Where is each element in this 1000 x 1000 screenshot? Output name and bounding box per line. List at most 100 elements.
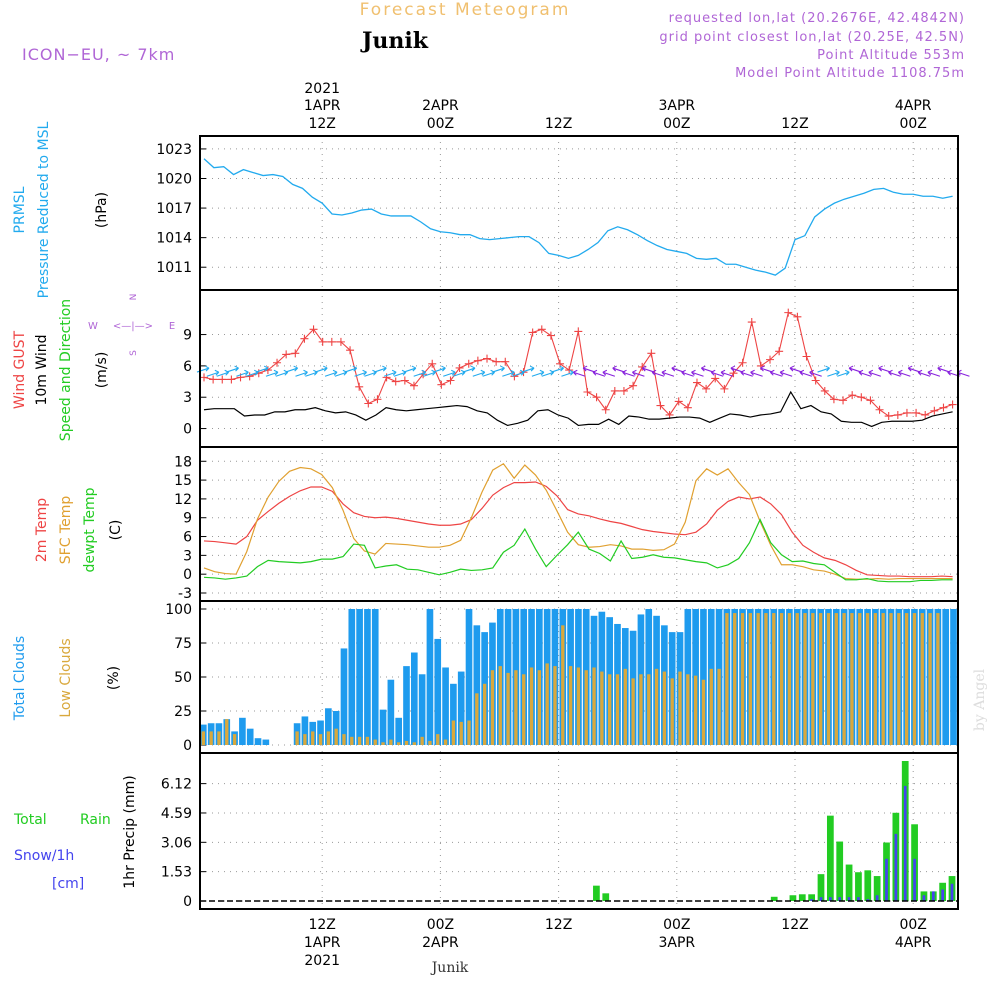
time-label-bottom-hour: 12Z bbox=[308, 917, 335, 933]
snow-bar bbox=[819, 897, 823, 901]
ytick-label: 0 bbox=[183, 567, 192, 583]
gust-marker bbox=[912, 408, 921, 417]
ytick-label: 3 bbox=[183, 548, 192, 564]
wind-arrow-icon bbox=[641, 365, 655, 373]
low-cloud-bar bbox=[232, 734, 237, 745]
gust-marker bbox=[775, 347, 784, 356]
gust-marker bbox=[683, 403, 692, 412]
wind-arrow-icon bbox=[681, 369, 694, 377]
wind-arrow-icon bbox=[572, 369, 586, 377]
cloud-labels: Total Clouds Low Clouds (%) bbox=[12, 636, 122, 721]
gust-marker bbox=[446, 376, 455, 385]
low-cloud-bar bbox=[787, 613, 792, 745]
low-cloud-bar bbox=[373, 739, 377, 745]
snow-bar bbox=[810, 899, 813, 901]
total-cloud-bar bbox=[465, 609, 473, 745]
gust-marker bbox=[930, 406, 939, 415]
wind-arrow-icon bbox=[897, 369, 911, 377]
total-cloud-bar bbox=[418, 674, 426, 745]
snow-bar bbox=[913, 858, 916, 901]
pressure-labels: PRMSL Pressure Reduced to MSL (hPa) bbox=[12, 121, 110, 298]
cloud-unit: (%) bbox=[106, 666, 122, 690]
low-cloud-bar bbox=[608, 674, 612, 745]
total-cloud-bar bbox=[254, 738, 262, 745]
low-cloud-bar bbox=[873, 613, 878, 745]
ytick-label: 1011 bbox=[156, 260, 192, 276]
gust-marker bbox=[766, 355, 775, 364]
requested-coords: requested lon,lat (20.2676E, 42.4842N) bbox=[669, 11, 965, 26]
pressure-unit: (hPa) bbox=[94, 192, 110, 228]
gust-marker bbox=[647, 349, 656, 358]
low-cloud-bar bbox=[686, 674, 690, 745]
time-label-bottom-hour: 12Z bbox=[545, 917, 572, 933]
gust-marker bbox=[546, 331, 555, 340]
time-label-top-hour: 12Z bbox=[308, 116, 335, 132]
wind-arrow-icon bbox=[730, 365, 744, 373]
rain-bar bbox=[836, 841, 844, 901]
total-cloud-bar bbox=[325, 708, 332, 745]
low-cloud-bar bbox=[584, 670, 588, 745]
low-cloud-bar bbox=[693, 675, 698, 745]
gust-marker bbox=[793, 312, 802, 321]
precip-label-snow: Snow/1h bbox=[14, 848, 74, 864]
time-label-bottom-hour: 00Z bbox=[427, 917, 454, 933]
total-cloud-bar bbox=[450, 683, 457, 745]
rain-bar bbox=[845, 864, 853, 901]
total-cloud-bar bbox=[262, 739, 270, 745]
gust-marker bbox=[848, 391, 857, 400]
low-cloud-bar bbox=[381, 742, 385, 745]
snow-bar bbox=[829, 897, 832, 901]
gust-marker bbox=[409, 381, 418, 390]
temp-sfc-line bbox=[203, 462, 953, 580]
low-cloud-bar bbox=[662, 671, 667, 745]
wind-arrow-icon bbox=[561, 369, 574, 377]
wind-arrow-icon bbox=[750, 369, 763, 377]
wind-line bbox=[203, 390, 953, 428]
wind-arrow-icon bbox=[671, 365, 684, 373]
wind-label-dir: Speed and Direction bbox=[58, 299, 74, 441]
total-cloud-bar bbox=[434, 638, 442, 745]
ytick-label: 0 bbox=[183, 422, 192, 438]
total-cloud-bar bbox=[410, 652, 418, 745]
wind-arrow-icon bbox=[868, 369, 881, 377]
gust-marker bbox=[318, 337, 327, 346]
low-cloud-bar bbox=[217, 731, 221, 745]
total-cloud-bar bbox=[457, 671, 465, 745]
cloud-label-low: Low Clouds bbox=[58, 638, 74, 717]
wind-arrow-icon bbox=[196, 365, 210, 373]
compass-e: E bbox=[169, 321, 175, 332]
low-cloud-bar bbox=[889, 613, 893, 745]
low-cloud-bar bbox=[842, 613, 846, 745]
rain-bar bbox=[817, 874, 825, 901]
gust-marker bbox=[939, 403, 948, 412]
compass-icon: N S W E <—|—> bbox=[88, 294, 175, 356]
wind-arrow-icon bbox=[710, 369, 724, 377]
total-cloud-bar bbox=[700, 609, 707, 745]
total-cloud-bar bbox=[403, 666, 410, 745]
low-cloud-bar bbox=[936, 613, 940, 745]
gust-marker bbox=[300, 334, 309, 343]
wind-arrow-icon bbox=[433, 365, 446, 373]
location-title: Junik bbox=[360, 28, 429, 54]
gust-marker bbox=[200, 373, 208, 382]
ytick-label: 75 bbox=[174, 636, 192, 652]
low-cloud-bar bbox=[545, 663, 549, 745]
gust-marker bbox=[802, 352, 811, 361]
low-cloud-bar bbox=[443, 739, 448, 745]
wind-arrow-icon bbox=[612, 365, 625, 373]
cloud-label-total: Total Clouds bbox=[12, 636, 28, 721]
wind-arrow-icon bbox=[651, 369, 665, 377]
gust-marker bbox=[382, 373, 391, 382]
gust-marker bbox=[692, 378, 701, 387]
time-label-top-year: 2021 bbox=[304, 81, 340, 97]
wind-arrow-icon bbox=[769, 369, 783, 377]
time-label-top-hour: 00Z bbox=[663, 116, 690, 132]
gust-marker bbox=[857, 393, 866, 402]
gust-marker bbox=[501, 357, 510, 366]
low-cloud-bar bbox=[522, 674, 526, 745]
low-cloud-bar bbox=[678, 671, 682, 745]
gust-marker bbox=[464, 359, 473, 368]
gust-marker bbox=[820, 386, 829, 395]
gust-marker bbox=[510, 372, 519, 381]
low-cloud-bar bbox=[670, 678, 674, 745]
